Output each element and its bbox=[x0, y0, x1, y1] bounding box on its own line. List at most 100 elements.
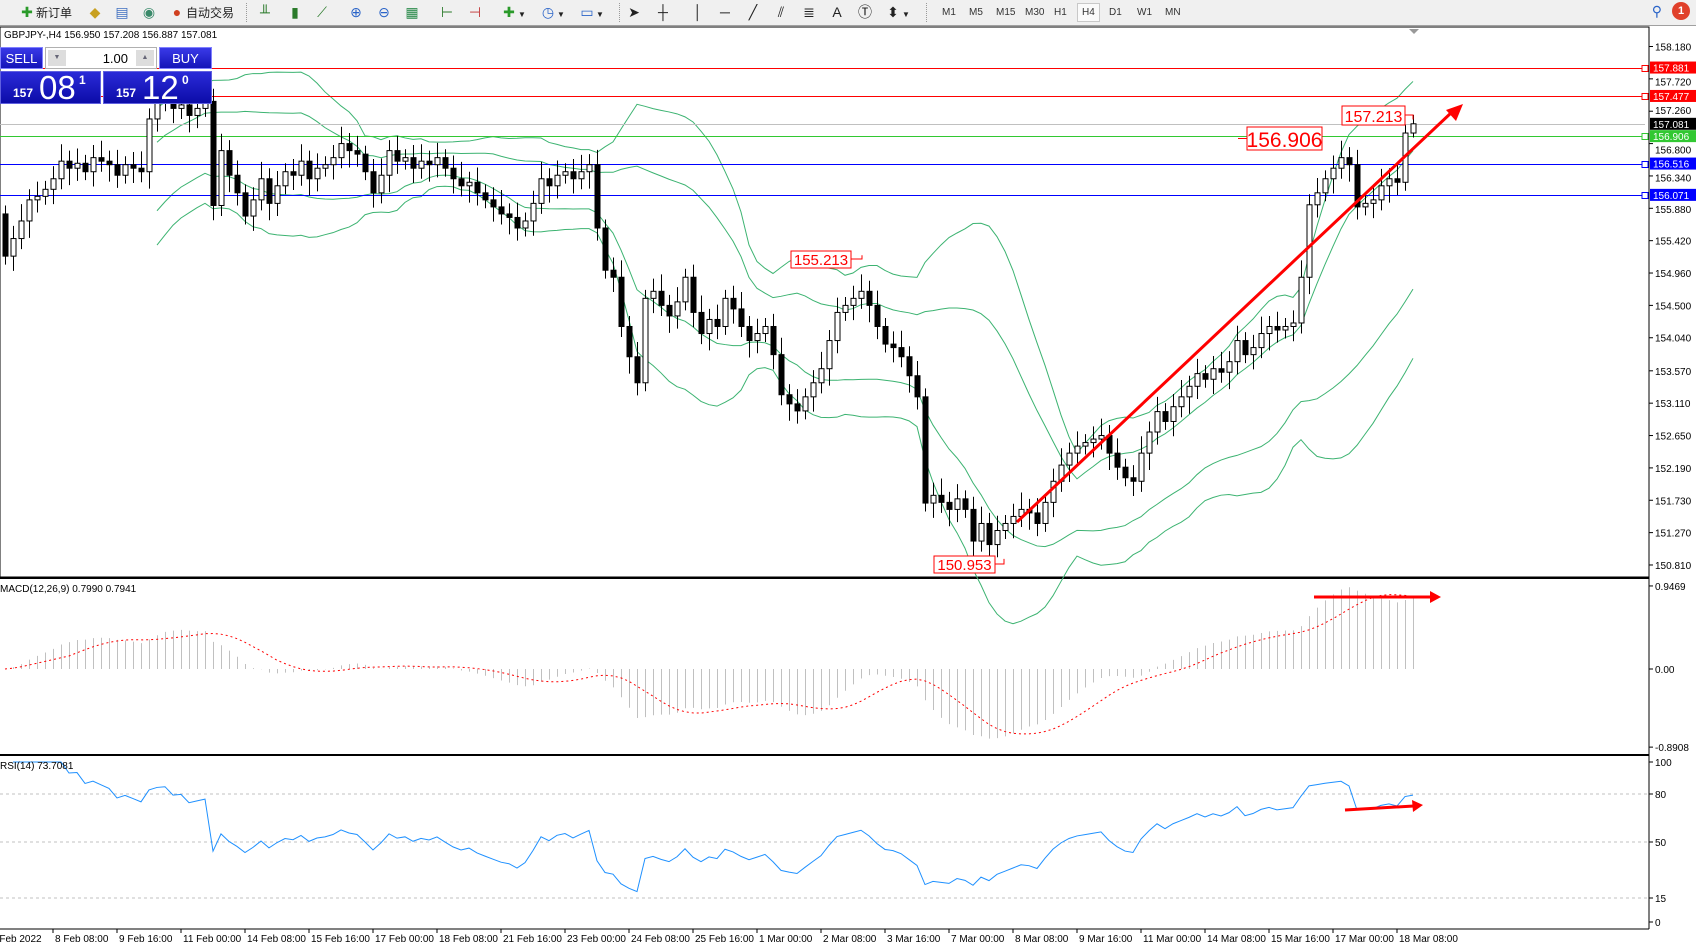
bullish-candle bbox=[1386, 178, 1393, 187]
bullish-candle bbox=[538, 178, 545, 204]
lot-decrease-button[interactable]: ▼ bbox=[48, 50, 66, 66]
autoscroll-button[interactable]: ⊣ bbox=[466, 3, 484, 22]
cursor-button[interactable]: ➤ bbox=[625, 3, 643, 22]
time-tick-label: 1 Mar 00:00 bbox=[759, 934, 813, 945]
lot-increase-button[interactable]: ▲ bbox=[136, 50, 154, 66]
price-tag bbox=[1650, 61, 1696, 74]
fibonacci-icon: ≣ bbox=[803, 4, 815, 20]
bearish-candle bbox=[370, 171, 377, 194]
macd-tick-label: 0.00 bbox=[1655, 665, 1675, 676]
bullish-candle bbox=[754, 333, 761, 342]
price-tag-label: 156.071 bbox=[1653, 191, 1690, 202]
timeframe-m15[interactable]: M15 bbox=[996, 7, 1016, 18]
annotation-connector bbox=[851, 255, 863, 260]
bullish-candle bbox=[834, 311, 841, 342]
macd-tick-label: -0.8908 bbox=[1655, 743, 1689, 754]
channel-button[interactable]: ⫽ bbox=[772, 3, 790, 22]
price-tick-label: 153.110 bbox=[1655, 399, 1691, 410]
lot-size-field[interactable]: ▼ 1.00 ▲ bbox=[45, 47, 157, 69]
rsi-arrow bbox=[1344, 804, 1415, 812]
fibonacci-button[interactable]: ≣ bbox=[800, 3, 818, 22]
trendline-button[interactable]: ╱ bbox=[744, 3, 762, 22]
zoom-out-button[interactable]: ⊖ bbox=[375, 3, 393, 22]
macd-tick-label: 0.9469 bbox=[1655, 582, 1686, 593]
timeframe-d1[interactable]: D1 bbox=[1109, 7, 1122, 18]
indicators-button[interactable]: ✚ ▼ bbox=[500, 3, 526, 22]
autoscroll-icon: ⊣ bbox=[468, 4, 482, 20]
text-button[interactable]: A bbox=[828, 3, 846, 22]
timeframe-w1[interactable]: W1 bbox=[1137, 7, 1152, 18]
bullish-candle bbox=[58, 160, 65, 180]
time-tick-label: 8 Mar 08:00 bbox=[1015, 934, 1069, 945]
timeframe-m30[interactable]: M30 bbox=[1025, 7, 1045, 18]
bearish-candle bbox=[938, 494, 945, 503]
buy-button[interactable]: BUY bbox=[159, 47, 212, 69]
bearish-candle bbox=[778, 354, 785, 396]
annotation-connector bbox=[1405, 114, 1414, 120]
signals-button[interactable]: ◉ bbox=[140, 3, 158, 22]
notification-badge[interactable]: 1 bbox=[1672, 2, 1690, 20]
bullish-candle bbox=[378, 174, 385, 194]
experts-button[interactable]: ◆ bbox=[86, 3, 104, 22]
bullish-candle bbox=[858, 290, 865, 299]
bullish-candle bbox=[250, 199, 257, 217]
timeframe-h1[interactable]: H1 bbox=[1054, 7, 1067, 18]
vertical-line-button[interactable]: │ bbox=[689, 3, 707, 22]
bullish-candle bbox=[650, 290, 657, 299]
bearish-candle bbox=[474, 181, 481, 194]
templates-button[interactable]: ▭ ▼ bbox=[578, 3, 604, 22]
arrows-button[interactable]: ⬍ ▼ bbox=[884, 3, 910, 22]
bearish-candle bbox=[186, 104, 193, 116]
ask-price-box[interactable]: 157 12 0 bbox=[103, 70, 212, 106]
horizontal-line-button[interactable]: ─ bbox=[716, 3, 734, 22]
bearish-candle bbox=[266, 178, 273, 204]
crosshair-button[interactable]: ┼ bbox=[654, 3, 672, 22]
periods-button[interactable]: ◷ ▼ bbox=[539, 3, 565, 22]
rsi-tick-label: 15 bbox=[1655, 894, 1667, 905]
bullish-candle bbox=[434, 157, 441, 166]
chart-shift-button[interactable]: ⊢ bbox=[438, 3, 456, 22]
bullish-candle bbox=[1002, 522, 1009, 532]
text-label-button[interactable]: Ⓣ bbox=[856, 3, 874, 22]
sell-button[interactable]: SELL bbox=[0, 47, 43, 69]
new-order-button[interactable]: ✚ 新订单 bbox=[18, 3, 72, 22]
price-annotation: 156.906 bbox=[1238, 126, 1323, 152]
timeframe-mn[interactable]: MN bbox=[1165, 7, 1181, 18]
bar-chart-button[interactable]: ╨ bbox=[256, 3, 274, 22]
bullish-candle bbox=[1250, 347, 1257, 356]
timeframe-m1[interactable]: M1 bbox=[942, 7, 956, 18]
bid-price-box[interactable]: 157 08 1 bbox=[0, 70, 101, 106]
annotation-connector bbox=[995, 558, 1005, 565]
annotation-text: 157.213 bbox=[1345, 109, 1403, 126]
price-annotation: 157.213 bbox=[1341, 105, 1414, 126]
macd-label: MACD(12,26,9) 0.7990 0.7941 bbox=[0, 584, 137, 595]
time-tick-label: 18 Mar 08:00 bbox=[1399, 934, 1458, 945]
bullish-candle bbox=[1210, 368, 1217, 380]
bullish-candle bbox=[1362, 202, 1369, 208]
auto-trading-button[interactable]: ● 自动交易 bbox=[168, 3, 234, 22]
price-tag bbox=[1650, 117, 1696, 130]
bullish-candle bbox=[1330, 167, 1337, 180]
price-tick-label: 151.270 bbox=[1655, 529, 1692, 540]
search-icon[interactable]: ⚲ bbox=[1651, 3, 1662, 19]
bearish-candle bbox=[794, 403, 801, 412]
bearish-candle bbox=[290, 171, 297, 176]
timeframe-m5[interactable]: M5 bbox=[969, 7, 983, 18]
candlestick-button[interactable]: ▮ bbox=[286, 3, 304, 22]
bearish-candle bbox=[770, 325, 777, 356]
tile-windows-button[interactable]: ▦ bbox=[403, 3, 421, 22]
market-watch-button[interactable]: ▤ bbox=[113, 3, 131, 22]
dropdown-arrow-icon: ▼ bbox=[902, 10, 910, 19]
templates-icon: ▭ bbox=[580, 4, 594, 20]
price-tag-label: 157.881 bbox=[1653, 64, 1690, 75]
price-tick-label: 154.960 bbox=[1655, 269, 1692, 280]
zoom-in-button[interactable]: ⊕ bbox=[347, 3, 365, 22]
bullish-candle bbox=[26, 199, 33, 222]
bearish-candle bbox=[1114, 452, 1121, 468]
zoom-in-icon: ⊕ bbox=[350, 4, 362, 20]
timeframe-h4[interactable]: H4 bbox=[1077, 3, 1100, 22]
bearish-candle bbox=[1394, 178, 1401, 183]
bullish-candle bbox=[1258, 333, 1265, 349]
line-chart-button[interactable]: ⟋ bbox=[313, 3, 331, 22]
